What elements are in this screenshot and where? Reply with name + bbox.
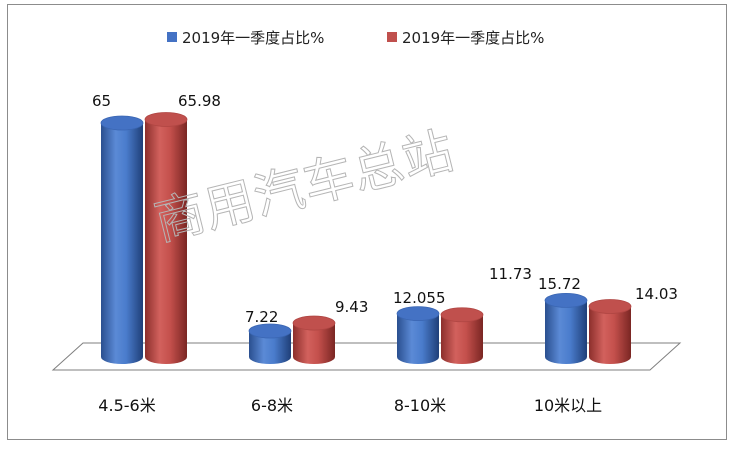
bar-s2-c2	[292, 315, 336, 364]
data-label-s1-c3: 12.055	[393, 289, 446, 307]
data-label-s1-c1: 65	[92, 92, 111, 110]
x-tick-label-1: 4.5-6米	[98, 396, 155, 415]
bar-s2-c1	[144, 112, 188, 364]
bar-s1-c3	[396, 306, 440, 364]
legend-label-series-2: 2019年一季度占比%	[402, 29, 544, 47]
x-tick-label-4: 10米以上	[534, 396, 602, 415]
bar-s1-c4	[544, 293, 588, 364]
bar-s2-c3	[440, 307, 484, 364]
bar-s2-c4	[588, 299, 632, 364]
x-tick-label-3: 8-10米	[394, 396, 446, 415]
data-label-s2-c1: 65.98	[178, 92, 221, 110]
x-tick-label-2: 6-8米	[251, 396, 293, 415]
bar-s1-c2	[248, 323, 292, 364]
data-label-s2-c2: 9.43	[335, 298, 368, 316]
watermark: 商用汽车总站	[149, 121, 460, 251]
data-label-s2-c4: 14.03	[635, 285, 678, 303]
legend-swatch-series-2	[387, 32, 397, 42]
data-label-s1-c4: 15.72	[538, 275, 581, 293]
bar-s1-c1	[100, 115, 144, 364]
legend-swatch-series-1	[167, 32, 177, 42]
data-label-s2-c3: 11.73	[489, 265, 532, 283]
data-label-s1-c2: 7.22	[245, 308, 278, 326]
legend: 2019年一季度占比% 2019年一季度占比%	[167, 29, 544, 47]
legend-label-series-1: 2019年一季度占比%	[182, 29, 324, 47]
